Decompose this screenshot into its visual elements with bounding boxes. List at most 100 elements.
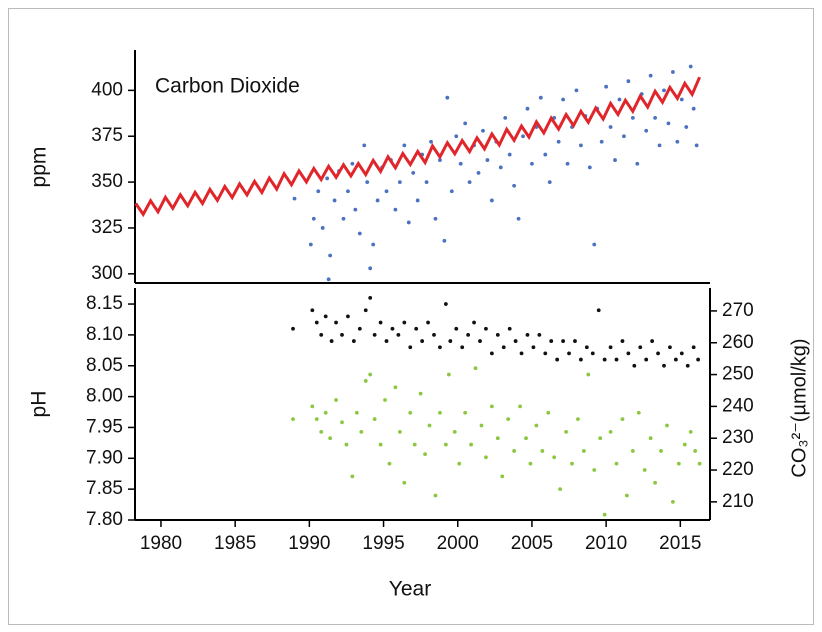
data-point [418,391,423,396]
data-point [458,161,463,166]
data-point [432,332,436,337]
data-point [396,332,401,337]
y-tick-label: 7.80 [86,509,123,530]
data-point [433,216,438,221]
data-point [626,79,631,84]
data-point [540,449,545,453]
data-point [328,253,333,258]
data-point [397,180,402,184]
data-point [495,332,500,337]
data-point [549,339,554,343]
data-point [565,161,570,166]
data-point [371,242,376,247]
data-point [570,461,574,466]
data-point [576,417,580,422]
data-point [476,171,481,175]
data-point [596,308,601,313]
y-tick-label: 8.00 [86,386,123,407]
data-point [438,345,442,350]
x-tick-label: 1980 [140,533,182,554]
data-point [635,161,640,166]
data-point [507,326,512,331]
data-point [411,171,416,175]
data-point [625,493,629,498]
data-point [684,125,689,129]
data-point [390,326,395,331]
y-tick-label: 300 [91,263,123,284]
data-point [630,115,635,120]
data-point [528,461,533,466]
y2-tick-label: 230 [722,427,754,448]
data-point [567,351,571,356]
data-point [656,351,660,356]
data-point [423,452,427,457]
data-point [350,161,355,166]
data-point [353,207,358,212]
data-point [503,115,508,120]
data-point [323,314,328,319]
y-tick-label: 400 [91,79,123,100]
y-axis-label: pH [28,391,51,418]
data-point [642,468,647,472]
data-point [397,429,402,434]
data-point [463,121,468,126]
y-tick-label: 8.10 [86,324,123,345]
data-point [387,461,392,466]
x-tick-label: 1995 [362,533,404,554]
y-tick-label: 375 [91,125,123,146]
data-point [310,404,315,409]
data-point [484,455,488,460]
data-point [518,404,522,409]
data-point [513,339,518,343]
y-tick-label: 325 [91,217,123,238]
data-point [561,339,565,343]
data-point [662,88,666,93]
data-point [648,73,653,78]
y-tick-label: 8.15 [86,293,123,314]
data-point [694,143,699,148]
data-point [495,436,500,441]
data-point [448,339,453,343]
data-point [644,357,649,362]
data-point [679,97,684,102]
data-point [427,423,432,428]
y-tick-label: 350 [91,171,123,192]
data-point [412,442,417,447]
y-tick-label: 7.85 [86,478,123,499]
data-point [662,363,666,368]
data-point [512,449,517,453]
data-point [552,455,557,460]
data-point [608,429,613,434]
data-point [357,231,362,236]
data-point [524,436,528,441]
data-point [519,351,524,356]
data-point [653,115,657,120]
data-point [354,410,359,415]
data-point [443,442,448,447]
data-point [586,372,591,377]
panel-annotation: Carbon Dioxide [155,75,300,98]
data-point [316,189,321,194]
data-point [426,320,430,325]
data-point [372,417,377,422]
data-point [608,125,613,129]
data-point [438,158,442,162]
data-point [587,165,592,170]
data-point [479,423,484,428]
data-point [323,410,328,415]
data-point [665,423,669,428]
data-point [319,429,324,434]
data-point [659,449,663,453]
data-point [590,351,595,356]
data-point [489,404,494,409]
data-point [326,277,331,282]
data-point [319,332,324,337]
data-point [328,436,333,441]
data-point [372,332,377,337]
data-point [334,398,338,402]
data-point [443,302,448,306]
data-point [530,161,534,166]
x-tick-label: 1985 [214,533,256,554]
data-point [602,357,607,362]
data-point [320,226,325,230]
